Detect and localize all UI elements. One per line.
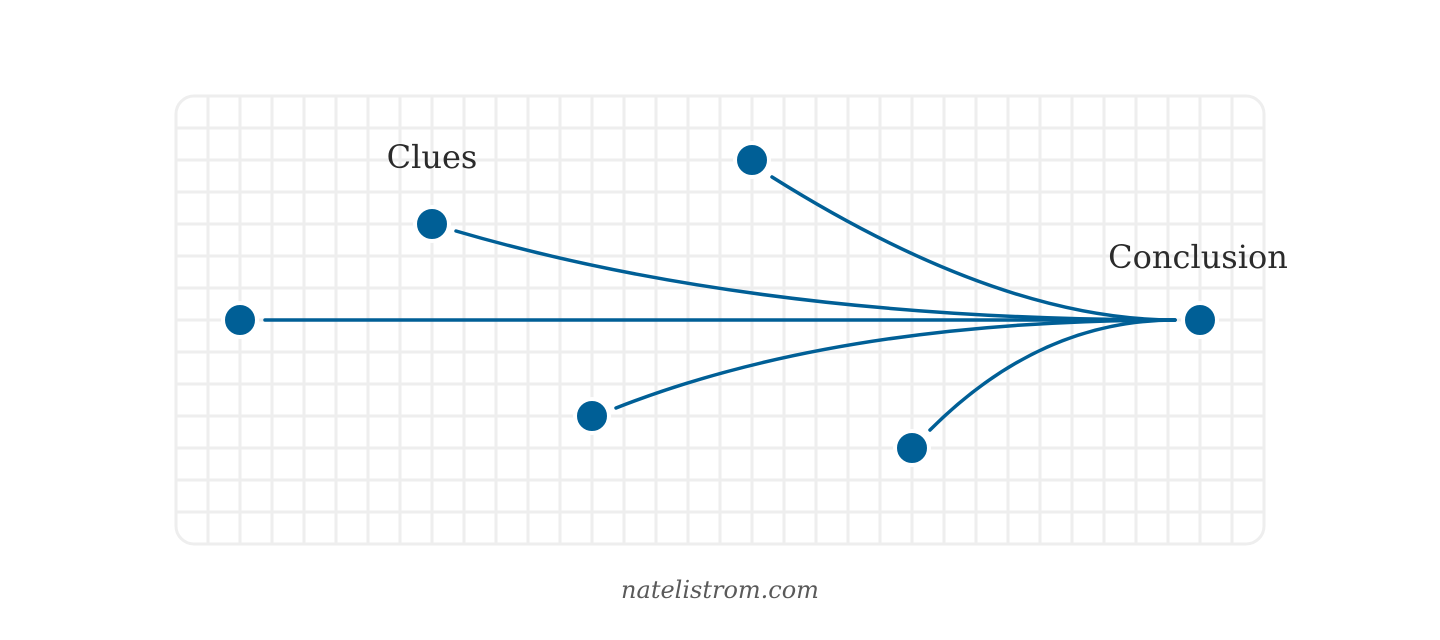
edge-clue-5 [928,318,1177,432]
edge-clue-1 [770,175,1177,322]
grid-border [174,94,1266,546]
nodes [221,141,1219,467]
clues-label: Clues [387,138,478,176]
clue-node-1 [733,141,771,179]
site-credit: natelistrom.com [621,576,819,604]
conclusion-label: Conclusion [1108,238,1288,276]
edge-clue-2 [454,229,1177,322]
edges [263,175,1177,432]
clue-node-3 [221,301,259,339]
conclusion-node [1181,301,1219,339]
clue-node-2 [413,205,451,243]
clue-node-4 [573,397,611,435]
clue-node-5 [893,429,931,467]
edge-clue-4 [614,318,1177,410]
